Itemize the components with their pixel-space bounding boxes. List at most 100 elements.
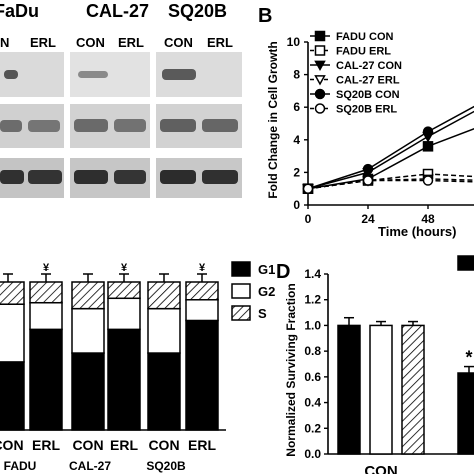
group-label: SQ20B xyxy=(146,459,186,473)
legend-label: SQ20B CON xyxy=(336,89,400,101)
panel-b-letter: B xyxy=(258,5,273,27)
blot-row1-fadu xyxy=(0,52,64,97)
legend-label: S xyxy=(258,306,267,321)
bar-segment xyxy=(71,352,105,431)
bar-segment xyxy=(107,297,141,331)
significance-marker: ¥ xyxy=(199,262,206,274)
category-label: ERL xyxy=(110,437,138,453)
cell-line-cal27: CAL-27 xyxy=(86,1,150,21)
significance-marker: ¥ xyxy=(121,262,128,274)
category-label: CON xyxy=(0,437,24,453)
bar xyxy=(401,324,425,455)
data-point xyxy=(362,163,374,175)
legend-label: G1 xyxy=(258,262,275,277)
category-label: CON xyxy=(364,463,397,474)
y-tick-label: 0.6 xyxy=(304,370,321,384)
category-label: CON xyxy=(148,437,179,453)
x-tick-label: 24 xyxy=(361,212,375,226)
data-point xyxy=(422,126,434,137)
bar-segment xyxy=(0,361,25,431)
data-point xyxy=(422,175,434,186)
y-tick-label: 1.2 xyxy=(304,293,321,307)
data-point xyxy=(302,183,314,194)
blot-row3-fadu xyxy=(0,158,64,198)
bar-segment xyxy=(107,328,141,431)
blot-row2-fadu xyxy=(0,104,64,148)
y-tick-label: 8 xyxy=(293,68,300,82)
legend-label: G2 xyxy=(258,284,275,299)
blot-row1-cal27 xyxy=(70,52,150,97)
category-label: CON xyxy=(72,437,103,453)
bar-segment xyxy=(71,281,105,310)
bar-segment xyxy=(185,299,219,322)
significance-marker: ¥ xyxy=(43,262,50,274)
x-tick-label: 48 xyxy=(421,212,435,226)
cell-cycle-chart: CON ¥ ERL CON ¥ ERL CON ¥ ERL FADU CAL-27 SQ20B G1 G… xyxy=(0,261,275,473)
bar-segment xyxy=(71,307,105,354)
series-line xyxy=(307,110,474,190)
cell-line-sq20b: SQ20B xyxy=(168,1,228,21)
series-line xyxy=(307,128,474,190)
lane-label: CON xyxy=(164,35,193,50)
group-label: CAL-27 xyxy=(69,459,111,473)
y-axis-label: Fold Change in Cell Growth xyxy=(266,41,280,198)
y-tick-label: 1.0 xyxy=(304,318,321,332)
bar-segment xyxy=(147,281,181,310)
series-line xyxy=(307,173,474,190)
lane-label: N xyxy=(0,35,10,50)
blot-row3-sq20b xyxy=(156,158,242,198)
panel-d-letter: D xyxy=(276,261,291,283)
cell-line-fadu: FaDu xyxy=(0,1,39,21)
bar-segment xyxy=(0,303,25,363)
y-tick-label: 0.0 xyxy=(304,447,321,461)
significance-marker: * xyxy=(465,348,472,368)
data-point xyxy=(314,45,326,56)
blot-row1-sq20b xyxy=(156,52,242,97)
blot-row2-sq20b xyxy=(156,104,242,148)
legend-swatch xyxy=(231,283,251,299)
legend-label: FADU CON xyxy=(336,31,394,43)
series-line xyxy=(307,179,474,190)
data-point xyxy=(314,103,326,114)
bar-segment xyxy=(29,328,63,431)
legend-label: CAL-27 CON xyxy=(336,60,402,72)
lane-label: ERL xyxy=(207,35,233,50)
blot-row2-cal27 xyxy=(70,104,150,148)
lane-label: ERL xyxy=(30,35,56,50)
bar xyxy=(369,324,393,455)
series-line xyxy=(307,105,474,190)
lane-label: ERL xyxy=(118,35,144,50)
lane-label: CON xyxy=(76,35,105,50)
bar-segment xyxy=(147,352,181,431)
survival-chart: 0.0 0.2 0.4 0.6 0.8 1.0 1.2 1.4 * CON Normalized… xyxy=(284,255,474,474)
bar-segment xyxy=(29,281,63,304)
data-point xyxy=(422,141,434,152)
y-tick-label: 0.2 xyxy=(304,421,321,435)
legend-swatch xyxy=(457,255,474,271)
legend-swatch xyxy=(231,305,251,321)
data-point xyxy=(362,175,374,186)
group-label: FADU xyxy=(4,459,37,473)
y-tick-label: 0.4 xyxy=(304,396,321,410)
bar-segment xyxy=(0,281,25,305)
y-tick-label: 6 xyxy=(293,100,300,114)
bar xyxy=(337,324,361,455)
category-label: ERL xyxy=(188,437,216,453)
data-point xyxy=(314,75,326,86)
legend-swatch xyxy=(231,261,251,277)
legend-label: FADU ERL xyxy=(336,46,391,58)
bar-segment xyxy=(185,319,219,431)
bar-segment xyxy=(29,301,63,331)
y-tick-label: 2 xyxy=(293,165,300,179)
series-line xyxy=(307,178,474,190)
data-point xyxy=(314,88,326,100)
data-point xyxy=(314,60,326,72)
y-tick-label: 1.4 xyxy=(304,267,321,281)
y-tick-label: 0 xyxy=(293,198,300,212)
blot-row3-cal27 xyxy=(70,158,150,198)
y-tick-label: 4 xyxy=(293,133,300,147)
legend-label: CAL-27 ERL xyxy=(336,75,400,87)
data-point xyxy=(314,30,326,42)
x-axis-label: Time (hours) xyxy=(378,224,457,239)
